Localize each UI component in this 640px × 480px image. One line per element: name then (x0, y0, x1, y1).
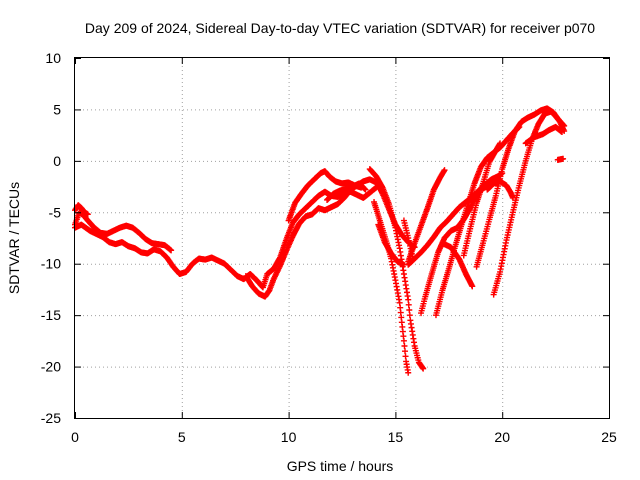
data-point (441, 167, 448, 174)
data-track (460, 140, 504, 259)
data-point (560, 155, 567, 162)
data-track (432, 123, 523, 319)
y-tick-label: -15 (41, 307, 61, 323)
data-point (84, 211, 91, 218)
data-point (420, 365, 427, 372)
data-track (439, 240, 476, 290)
x-tick-label: 25 (601, 429, 617, 445)
data-track (405, 167, 448, 265)
data-track (72, 209, 175, 254)
data-track (72, 184, 380, 291)
data-track (554, 155, 567, 163)
x-tick-label: 0 (71, 429, 79, 445)
data-point (402, 353, 409, 360)
data-track (375, 221, 407, 268)
data-point (400, 337, 407, 344)
data-point (497, 140, 504, 147)
y-tick-labels: 10 5 0 -5 -10 -15 -20 -25 (41, 50, 61, 426)
chart-title: Day 209 of 2024, Sidereal Day-to-day VTE… (85, 20, 595, 36)
y-tick-label: -10 (41, 256, 61, 272)
y-tick-label: 0 (53, 153, 61, 169)
y-tick-label: -5 (49, 204, 62, 220)
data-points (72, 105, 568, 376)
y-axis-label: SDTVAR / TECUs (6, 182, 22, 294)
data-point (469, 283, 476, 290)
grid-lines (75, 58, 609, 418)
data-track (72, 202, 91, 218)
x-tick-labels: 0 5 10 15 20 25 (71, 429, 617, 445)
data-point (362, 186, 369, 193)
data-point (509, 194, 516, 201)
tick-marks (75, 58, 610, 419)
x-axis-label: GPS time / hours (287, 458, 394, 474)
x-tick-label: 10 (281, 429, 297, 445)
data-point (402, 348, 409, 355)
data-track (324, 180, 369, 203)
data-point (561, 122, 568, 129)
data-track (522, 123, 566, 147)
data-point (405, 301, 412, 308)
y-tick-label: 10 (45, 50, 61, 66)
data-point (559, 129, 566, 136)
x-tick-label: 20 (494, 429, 510, 445)
data-point (406, 307, 413, 313)
data-point (405, 369, 412, 376)
data-track (484, 178, 516, 201)
data-point (168, 247, 175, 254)
data-point (401, 343, 408, 349)
y-tick-label: -25 (41, 410, 61, 426)
y-tick-label: -20 (41, 359, 61, 375)
data-point (405, 296, 412, 303)
data-track (285, 168, 365, 224)
data-point (406, 312, 413, 319)
x-tick-label: 5 (178, 429, 186, 445)
y-tick-label: 5 (53, 101, 61, 117)
data-track (490, 108, 568, 298)
x-tick-label: 15 (388, 429, 404, 445)
plot-frame (74, 57, 610, 419)
